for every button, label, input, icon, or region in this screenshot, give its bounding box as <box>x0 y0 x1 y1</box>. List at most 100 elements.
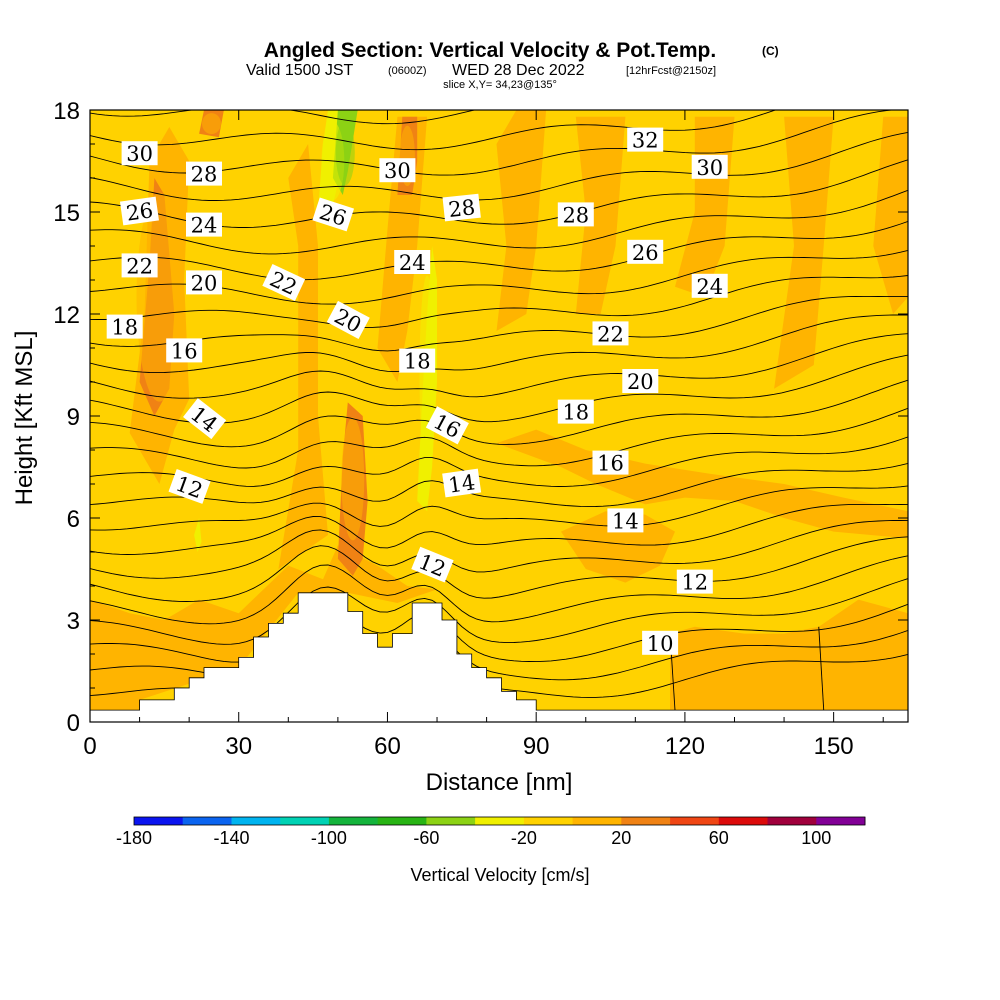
velocity-region <box>670 599 908 711</box>
theta-label-text: 12 <box>681 571 708 595</box>
velocity-region <box>90 545 437 711</box>
colorbar-swatch <box>718 817 768 825</box>
theta-label-text: 16 <box>597 452 624 476</box>
theta-contour-line <box>90 462 908 508</box>
theta-label: 18 <box>106 314 143 340</box>
theta-label: 28 <box>442 193 481 222</box>
theta-label-text: 14 <box>447 470 477 497</box>
forecast-label: [12hrFcst@2150z] <box>626 65 716 77</box>
x-tick-label: 90 <box>523 733 550 760</box>
theta-contour-line <box>90 333 908 399</box>
chart-title-unit: (C) <box>762 44 779 58</box>
theta-label-box <box>186 161 222 186</box>
y-tick-label: 6 <box>67 506 80 533</box>
theta-label-text: 18 <box>562 401 589 425</box>
theta-label-text: 18 <box>111 316 138 340</box>
theta-label-box <box>557 202 594 227</box>
colorbar-label: Vertical Velocity [cm/s] <box>410 865 589 885</box>
x-axis-label: Distance [nm] <box>426 769 573 796</box>
theta-label: 26 <box>119 196 159 226</box>
y-tick-label: 12 <box>53 302 80 329</box>
theta-label-text: 24 <box>191 214 218 238</box>
theta-label: 16 <box>592 450 629 476</box>
theta-label: 26 <box>627 239 664 265</box>
colorbar-swatch <box>767 817 817 825</box>
theta-contour-line <box>90 220 908 281</box>
theta-label-box <box>106 314 143 339</box>
colorbar-tick-label: 20 <box>611 828 631 848</box>
colorbar-swatch <box>475 817 525 825</box>
theta-label-text: 28 <box>562 203 589 227</box>
theta-contour-line <box>90 249 908 305</box>
x-tick-label: 120 <box>665 733 705 760</box>
y-tick-label: 18 <box>53 98 80 125</box>
theta-contour-line <box>818 626 825 711</box>
theta-label-text: 10 <box>647 632 674 656</box>
theta-label-text: 20 <box>627 370 654 394</box>
theta-label-text: 20 <box>191 271 218 295</box>
theta-label-text: 18 <box>404 350 431 374</box>
theta-label-box <box>592 450 629 475</box>
y-tick-label: 3 <box>67 608 80 635</box>
theta-label-box <box>691 273 728 298</box>
theta-label-box <box>186 212 222 237</box>
theta-contour-line <box>90 189 908 255</box>
valid-time-label: Valid 1500 JST <box>246 62 354 79</box>
colorbar-swatch <box>426 817 476 825</box>
theta-label-box <box>691 154 728 179</box>
theta-contour-line <box>90 110 777 151</box>
theta-label-box <box>312 197 355 232</box>
theta-contour-line <box>90 578 908 645</box>
y-tick-label: 15 <box>53 200 80 227</box>
theta-contour-line <box>90 536 908 602</box>
theta-label-text: 24 <box>399 251 426 275</box>
theta-label-box <box>425 406 469 445</box>
velocity-region <box>377 116 428 383</box>
theta-contour-line <box>90 314 908 374</box>
colorbar-swatch <box>134 817 184 825</box>
theta-label-text: 28 <box>191 163 218 187</box>
theta-label-text: 22 <box>126 254 153 278</box>
theta-label-text: 26 <box>632 241 659 265</box>
theta-label-box <box>442 193 481 222</box>
colorbar-tick-label: -60 <box>413 828 439 848</box>
theta-label-text: 22 <box>597 322 624 346</box>
colorbar-tick-label: 100 <box>801 828 831 848</box>
theta-label-text: 16 <box>171 339 198 363</box>
theta-label: 14 <box>607 508 644 533</box>
theta-label: 14 <box>442 468 482 498</box>
theta-label-box <box>326 300 370 339</box>
colorbar-tick-label: -20 <box>511 828 537 848</box>
theta-label: 16 <box>166 338 203 363</box>
theta-label-box <box>119 196 159 226</box>
theta-contour-line <box>90 436 908 487</box>
theta-label-box <box>399 348 436 373</box>
theta-contour-line <box>90 407 908 469</box>
theta-label: 28 <box>186 161 222 187</box>
theta-label-box <box>622 369 659 393</box>
colorbar-swatch <box>182 817 232 825</box>
colorbar-swatch <box>621 817 671 825</box>
chart-title: Angled Section: Vertical Velocity & Pot.… <box>264 39 716 62</box>
theta-contour-line <box>90 379 908 448</box>
colorbar-swatch <box>670 817 720 825</box>
theta-label-text: 26 <box>125 198 155 225</box>
theta-contour-line <box>90 603 908 663</box>
theta-label-box <box>168 469 211 504</box>
x-tick-label: 0 <box>83 733 96 760</box>
theta-label: 30 <box>379 158 416 183</box>
velocity-region <box>496 110 547 331</box>
theta-contours <box>90 110 908 711</box>
theta-label-text: 14 <box>612 509 639 533</box>
theta-label: 18 <box>399 348 436 374</box>
colorbar: -180 -140 -100 -60 -20 20 60 100 <box>116 816 866 848</box>
velocity-band-core <box>136 192 183 402</box>
theta-label: 20 <box>622 369 659 394</box>
theta-label: 12 <box>676 569 713 595</box>
colorbar-swatch <box>816 817 866 825</box>
theta-contour-line <box>90 485 908 531</box>
theta-contour-line <box>90 110 896 176</box>
velocity-band-core <box>341 417 365 541</box>
colorbar-swatch <box>280 817 330 825</box>
